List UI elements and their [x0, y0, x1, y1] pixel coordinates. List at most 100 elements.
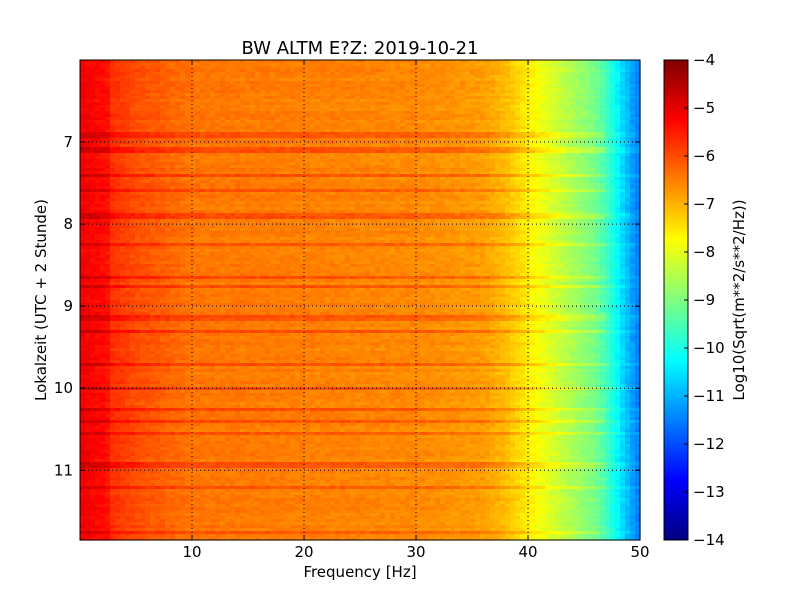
spectrogram-cell — [485, 135, 491, 139]
spectrogram-cell — [310, 84, 316, 88]
spectrogram-cell — [100, 102, 106, 106]
spectrogram-cell — [350, 102, 356, 106]
spectrogram-cell — [285, 123, 291, 127]
spectrogram-cell — [380, 114, 386, 118]
spectrogram-cell — [480, 66, 486, 70]
spectrogram-cell — [530, 60, 536, 64]
spectrogram-cell — [365, 114, 371, 118]
spectrogram-cell — [205, 150, 211, 154]
spectrogram-cell — [600, 177, 606, 181]
spectrogram-cell — [155, 138, 161, 142]
spectrogram-cell — [550, 135, 556, 139]
spectrogram-cell — [470, 90, 476, 94]
spectrogram-cell — [550, 123, 556, 127]
spectrogram-cell — [495, 60, 501, 64]
spectrogram-cell — [370, 72, 376, 76]
spectrogram-cell — [180, 63, 186, 67]
spectrogram-cell — [115, 102, 121, 106]
spectrogram-cell — [590, 84, 596, 88]
spectrogram-cell — [305, 147, 311, 151]
spectrogram-cell — [595, 162, 601, 166]
spectrogram-cell — [395, 105, 401, 109]
spectrogram-cell — [585, 123, 591, 127]
spectrogram-cell — [385, 99, 391, 103]
spectrogram-cell — [545, 66, 551, 70]
spectrogram-cell — [210, 159, 216, 163]
spectrogram-cell — [395, 129, 401, 133]
spectrogram-cell — [255, 126, 261, 130]
spectrogram-cell — [105, 99, 111, 103]
spectrogram-cell — [470, 69, 476, 73]
spectrogram-cell — [275, 117, 281, 121]
spectrogram-cell — [120, 105, 126, 109]
spectrogram-cell — [470, 108, 476, 112]
spectrogram-cell — [375, 96, 381, 100]
spectrogram-cell — [580, 129, 586, 133]
spectrogram-cell — [235, 144, 241, 148]
spectrogram-cell — [160, 141, 166, 145]
spectrogram-cell — [535, 117, 541, 121]
spectrogram-cell — [460, 63, 466, 67]
spectrogram-cell — [560, 108, 566, 112]
spectrogram-cell — [550, 129, 556, 133]
spectrogram-cell — [190, 102, 196, 106]
spectrogram-cell — [410, 96, 416, 100]
spectrogram-cell — [575, 126, 581, 130]
spectrogram-cell — [595, 183, 601, 187]
spectrogram-cell — [500, 141, 506, 145]
spectrogram-cell — [255, 120, 261, 124]
spectrogram-cell — [580, 78, 586, 82]
spectrogram-cell — [425, 90, 431, 94]
spectrogram-cell — [280, 132, 286, 136]
spectrogram-cell — [175, 102, 181, 106]
spectrogram-cell — [590, 102, 596, 106]
spectrogram-cell — [395, 159, 401, 163]
spectrogram-cell — [160, 135, 166, 139]
spectrogram-cell — [610, 93, 616, 97]
spectrogram-cell — [300, 108, 306, 112]
spectrogram-cell — [150, 75, 156, 79]
spectrogram-cell — [130, 174, 136, 178]
spectrogram-cell — [265, 183, 271, 187]
spectrogram-cell — [255, 144, 261, 148]
spectrogram-cell — [450, 177, 456, 181]
spectrogram-cell — [365, 174, 371, 178]
spectrogram-cell — [375, 75, 381, 79]
spectrogram-cell — [615, 153, 621, 157]
spectrogram-cell — [360, 87, 366, 91]
spectrogram-cell — [445, 84, 451, 88]
spectrogram-cell — [140, 102, 146, 106]
spectrogram-cell — [610, 141, 616, 145]
spectrogram-cell — [610, 156, 616, 160]
spectrogram-cell — [615, 147, 621, 151]
spectrogram-cell — [615, 162, 621, 166]
spectrogram-cell — [200, 111, 206, 115]
spectrogram-cell — [630, 108, 636, 112]
spectrogram-cell — [130, 171, 136, 175]
spectrogram-cell — [620, 144, 626, 148]
spectrogram-cell — [265, 156, 271, 160]
spectrogram-cell — [390, 72, 396, 76]
spectrogram-cell — [260, 153, 266, 157]
spectrogram-cell — [345, 63, 351, 67]
spectrogram-cell — [360, 84, 366, 88]
spectrogram-cell — [215, 120, 221, 124]
spectrogram-cell — [590, 153, 596, 157]
spectrogram-cell — [540, 144, 546, 148]
spectrogram-cell — [240, 60, 246, 64]
spectrogram-cell — [490, 102, 496, 106]
spectrogram-cell — [585, 183, 591, 187]
spectrogram-cell — [305, 132, 311, 136]
spectrogram-cell — [630, 69, 636, 73]
spectrogram-cell — [570, 138, 576, 142]
spectrogram-cell — [255, 150, 261, 154]
spectrogram-cell — [585, 111, 591, 115]
spectrogram-cell — [285, 114, 291, 118]
spectrogram-cell — [565, 150, 571, 154]
spectrogram-cell — [90, 63, 96, 67]
spectrogram-cell — [495, 159, 501, 163]
spectrogram-cell — [230, 138, 236, 142]
spectrogram-cell — [500, 96, 506, 100]
spectrogram-cell — [270, 108, 276, 112]
spectrogram-cell — [535, 171, 541, 175]
